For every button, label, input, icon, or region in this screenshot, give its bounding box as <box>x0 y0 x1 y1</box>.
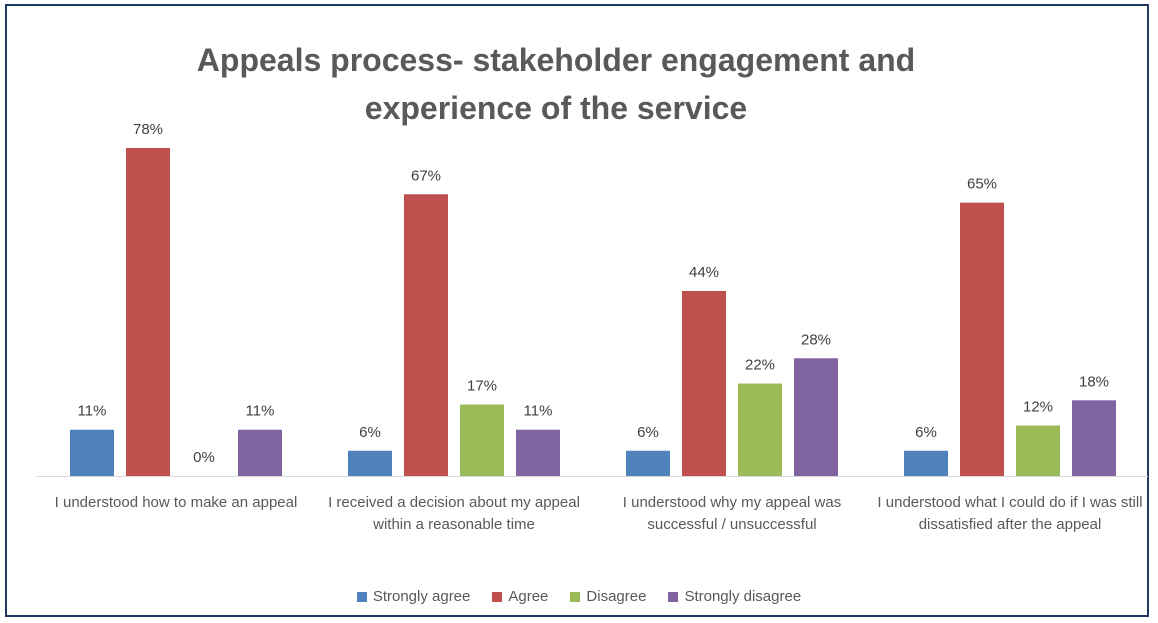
legend-item: Disagree <box>570 588 646 605</box>
legend-item: Strongly disagree <box>668 588 801 605</box>
data-label: 78% <box>133 121 163 138</box>
legend-item: Agree <box>492 588 548 605</box>
bar <box>626 450 670 476</box>
x-tick-label: I understood how to make an appeal <box>54 494 298 511</box>
bar <box>238 429 282 476</box>
bar <box>904 450 948 476</box>
x-tick-label: I understood what I could do if I was st… <box>877 494 1143 533</box>
data-label: 12% <box>1023 399 1053 416</box>
bar <box>738 383 782 476</box>
bar <box>1016 425 1060 476</box>
data-label: 0% <box>193 449 215 466</box>
data-label: 6% <box>915 424 937 441</box>
data-label: 65% <box>967 176 997 193</box>
data-label: 18% <box>1079 373 1109 390</box>
bar <box>70 429 114 476</box>
bar <box>682 290 726 476</box>
legend-swatch <box>492 591 503 602</box>
chart-title: Appeals process- stakeholder engagement … <box>196 42 916 126</box>
legend: Strongly agree Agree Disagree Strongly disa… <box>0 588 1158 605</box>
bar <box>460 404 504 476</box>
legend-label: Disagree <box>586 588 647 605</box>
data-label: 11% <box>246 403 275 420</box>
legend-swatch <box>570 591 581 602</box>
bar <box>126 148 170 476</box>
data-label: 6% <box>359 424 381 441</box>
legend-swatch <box>668 591 679 602</box>
legend-item: Strongly agree <box>356 588 471 605</box>
data-label: 67% <box>411 167 441 184</box>
x-tick-label: I received a decision about my appeal wi… <box>328 494 580 533</box>
legend-label: Strongly agree <box>372 588 471 605</box>
data-label: 6% <box>637 424 659 441</box>
data-label: 28% <box>801 331 831 348</box>
legend-label: Agree <box>508 588 549 605</box>
data-label: 22% <box>745 356 775 373</box>
legend-label: Strongly disagree <box>684 588 802 605</box>
bar <box>960 202 1004 476</box>
bar <box>1072 400 1116 476</box>
bar <box>404 194 448 476</box>
bar <box>348 450 392 476</box>
bar <box>516 429 560 476</box>
data-label: 44% <box>689 264 719 281</box>
data-label: 17% <box>467 378 497 395</box>
frame <box>5 4 1149 617</box>
data-label: 11% <box>524 403 553 420</box>
legend-swatch <box>356 591 367 602</box>
bar <box>794 358 838 476</box>
x-tick-label: I understood why my appeal was successfu… <box>622 494 842 533</box>
data-label: 11% <box>78 403 107 420</box>
